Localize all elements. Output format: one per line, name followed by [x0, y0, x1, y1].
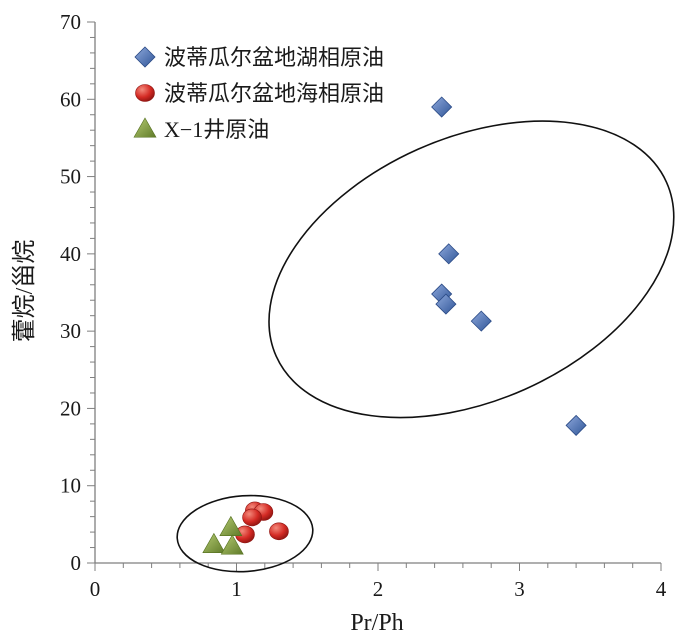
y-tick-label: 20: [60, 396, 81, 420]
ellipse-annotations: [176, 120, 675, 573]
marine-cluster-ellipse: [176, 494, 314, 573]
y-axis-title: 藿烷/甾烷: [11, 240, 38, 343]
y-tick-label: 0: [71, 551, 82, 575]
diamond-point: [431, 96, 453, 118]
y-tick-label: 30: [60, 319, 81, 343]
y-tick-label: 70: [60, 10, 81, 34]
x-tick-label: 1: [231, 577, 242, 601]
x-tick-label: 3: [514, 577, 525, 601]
circle-point: [242, 508, 262, 527]
diamond-point: [438, 243, 460, 265]
diamond-point: [435, 293, 457, 315]
y-tick-label: 60: [60, 87, 81, 111]
legend-entry-label: 波蒂瓜尔盆地湖相原油: [164, 45, 384, 70]
x-tick-label: 2: [373, 577, 384, 601]
triangle-point: [220, 534, 244, 555]
y-tick-label: 10: [60, 474, 81, 498]
x-tick-label: 0: [90, 577, 101, 601]
x-axis-title: Pr/Ph: [350, 610, 403, 636]
legend-entry-label: X−1井原油: [164, 117, 269, 142]
x-tick-label: 4: [656, 577, 667, 601]
lacustrine-cluster-ellipse: [268, 120, 675, 419]
y-tick-label: 40: [60, 242, 81, 266]
diamond-point: [470, 310, 492, 332]
legend-circle-icon: [135, 84, 155, 102]
y-tick-label: 50: [60, 165, 81, 189]
triangle-point: [219, 515, 243, 536]
triangle-point: [202, 532, 226, 554]
axis-ticks: [87, 21, 662, 571]
data-points: [202, 96, 587, 555]
diamond-point: [565, 414, 587, 436]
legend-entry-label: 波蒂瓜尔盆地海相原油: [164, 81, 384, 106]
legend-diamond-icon: [134, 46, 156, 68]
tick-labels: 0 10 20 30 40 50 60 70 0 1 2 3 4: [60, 10, 667, 601]
legend-triangle-icon: [133, 117, 157, 138]
circle-point: [269, 522, 289, 541]
